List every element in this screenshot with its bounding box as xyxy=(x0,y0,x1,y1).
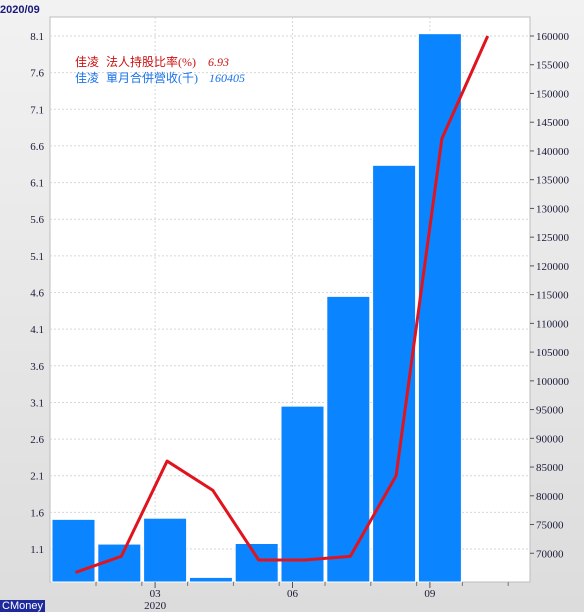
left-tick-label: 2.1 xyxy=(30,471,44,483)
right-tick-label: 100000 xyxy=(536,376,570,388)
legend-line-name: 法人持股比率(%) xyxy=(106,54,196,69)
left-tick-label: 4.1 xyxy=(30,324,44,336)
right-tick-label: 75000 xyxy=(536,520,564,532)
revenue-bar xyxy=(234,542,279,583)
period-label: 2020/09 xyxy=(0,4,40,16)
left-tick-label: 8.1 xyxy=(30,31,44,43)
x-tick-label: 03 xyxy=(150,588,162,600)
left-tick-label: 1.1 xyxy=(30,544,44,556)
right-tick-label: 70000 xyxy=(536,548,564,560)
right-tick-label: 105000 xyxy=(536,347,570,359)
right-tick-label: 90000 xyxy=(536,433,564,445)
right-tick-label: 135000 xyxy=(536,175,570,187)
revenue-bar xyxy=(188,576,233,583)
right-tick-label: 85000 xyxy=(536,462,564,474)
legend-bar-name: 單月合併營收(千) xyxy=(106,70,198,85)
left-tick-label: 6.1 xyxy=(30,178,44,190)
legend-line-value: 6.93 xyxy=(208,55,229,69)
legend-bar-prefix: 佳凌 xyxy=(75,71,99,85)
legend-bar-value: 160405 xyxy=(209,71,245,85)
revenue-bar xyxy=(417,33,462,583)
left-tick-label: 6.6 xyxy=(30,141,44,153)
revenue-bar xyxy=(280,405,325,583)
revenue-bar xyxy=(326,295,371,583)
legend-line-prefix: 佳凌 xyxy=(75,55,99,69)
source-label: CMoney xyxy=(0,600,45,612)
left-tick-label: 3.6 xyxy=(30,361,44,373)
left-tick-label: 3.1 xyxy=(30,397,44,409)
left-tick-label: 2.6 xyxy=(30,434,44,446)
right-tick-label: 110000 xyxy=(536,318,569,330)
right-tick-label: 95000 xyxy=(536,405,564,417)
right-tick-label: 150000 xyxy=(536,88,570,100)
x-tick-label: 06 xyxy=(287,588,299,600)
left-tick-label: 7.6 xyxy=(30,68,44,80)
right-tick-label: 160000 xyxy=(536,31,570,43)
right-tick-label: 130000 xyxy=(536,203,570,215)
x-tick-label: 09 xyxy=(424,588,436,600)
right-tick-label: 155000 xyxy=(536,60,570,72)
right-tick-label: 120000 xyxy=(536,261,570,273)
holding-ratio-line xyxy=(75,35,490,574)
right-tick-label: 125000 xyxy=(536,232,570,244)
right-tick-label: 145000 xyxy=(536,117,570,129)
left-tick-label: 5.6 xyxy=(30,214,44,226)
revenue-bar xyxy=(51,518,96,583)
revenue-bar xyxy=(372,164,417,583)
right-tick-label: 80000 xyxy=(536,491,564,503)
right-tick-label: 115000 xyxy=(536,290,569,302)
revenue-bar xyxy=(143,517,188,583)
left-tick-label: 7.1 xyxy=(30,104,44,116)
left-tick-label: 4.6 xyxy=(30,288,44,300)
left-tick-label: 5.1 xyxy=(30,251,44,263)
left-tick-label: 1.6 xyxy=(30,507,44,519)
right-tick-label: 140000 xyxy=(536,146,570,158)
x-year-label: 2020 xyxy=(144,600,167,612)
